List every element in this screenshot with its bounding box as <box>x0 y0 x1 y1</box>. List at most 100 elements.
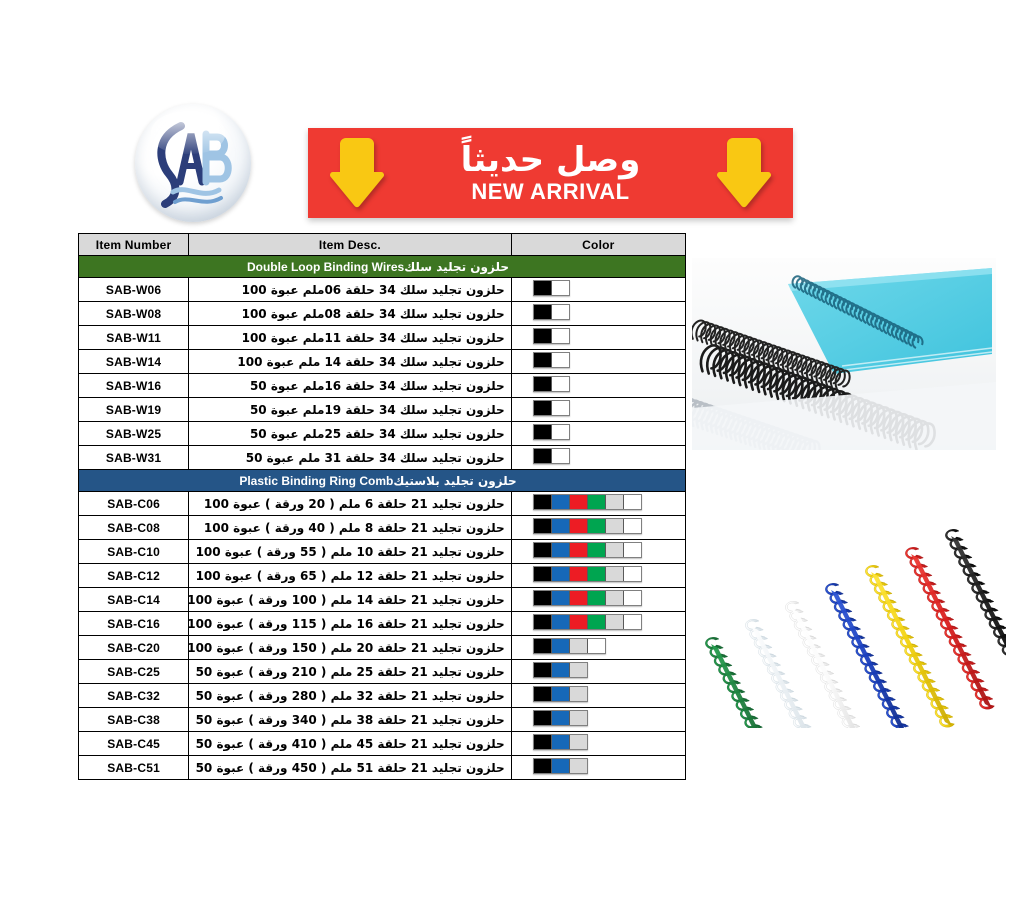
color-swatch <box>605 614 624 629</box>
logo-sphere <box>135 104 251 222</box>
color-swatch-group <box>532 685 588 702</box>
table-row[interactable]: SAB-C20 حلزون تجليد 21 حلقة 20 ملم ( 150 … <box>77 635 687 660</box>
table-row[interactable]: SAB-C32 حلزون تجليد 21 حلقة 32 ملم ( 280 … <box>77 683 687 708</box>
binding-wires-photo <box>692 258 996 450</box>
color-swatch <box>533 328 552 343</box>
cell-color-swatches <box>510 421 687 446</box>
color-swatch <box>587 542 606 557</box>
column-header-color: Color <box>510 233 687 256</box>
color-swatch <box>551 494 570 509</box>
color-swatch <box>533 686 552 701</box>
color-swatch <box>623 614 641 629</box>
color-swatch <box>533 614 552 629</box>
color-swatch <box>551 400 569 415</box>
cell-item-description: حلزون تجليد سلك 34 حلقة 25ملم عبوة 50 <box>188 421 512 446</box>
color-swatch <box>533 662 552 677</box>
color-swatch <box>569 590 588 605</box>
color-swatch <box>533 590 552 605</box>
table-row[interactable]: SAB-C06 حلزون تجليد 21 حلقة 6 ملم ( 20 ور… <box>77 491 687 516</box>
column-header-item-number: Item Number <box>77 233 190 256</box>
color-swatch <box>587 638 605 653</box>
cell-color-swatches <box>510 659 687 684</box>
color-swatch <box>533 758 552 773</box>
table-row[interactable]: SAB-C51 حلزون تجليد 21 حلقة 51 ملم ( 450 … <box>77 755 687 780</box>
color-swatch <box>569 542 588 557</box>
color-swatch <box>551 424 569 439</box>
color-swatch <box>569 662 587 677</box>
cell-item-description: حلزون تجليد 21 حلقة 6 ملم ( 20 ورقة ) عب… <box>188 491 512 516</box>
cell-item-description: حلزون تجليد سلك 34 حلقة 31 ملم عبوة 50 <box>188 445 512 470</box>
cell-item-description: حلزون تجليد 21 حلقة 16 ملم ( 115 ورقة ) … <box>187 611 512 636</box>
sab-logo <box>135 104 251 222</box>
table-row[interactable]: SAB-W11 حلزون تجليد سلك 34 حلقة 11ملم عبو… <box>77 325 687 350</box>
cell-color-swatches <box>510 731 687 756</box>
cell-item-description: حلزون تجليد سلك 34 حلقة 11ملم عبوة 100 <box>188 325 512 350</box>
table-row[interactable]: SAB-W19 حلزون تجليد سلك 34 حلقة 19ملم عبو… <box>77 397 687 422</box>
cell-item-number: SAB-W25 <box>77 421 190 446</box>
color-swatch <box>569 518 588 533</box>
table-row[interactable]: SAB-C45 حلزون تجليد 21 حلقة 45 ملم ( 410 … <box>77 731 687 756</box>
cell-color-swatches <box>510 349 687 374</box>
logo-artwork <box>157 122 232 208</box>
table-row[interactable]: SAB-C14 حلزون تجليد 21 حلقة 14 ملم ( 100 … <box>77 587 687 612</box>
section-header-row: Plastic Binding Ring Combحلزون تجليد بلا… <box>78 469 686 492</box>
cell-item-number: SAB-C25 <box>77 659 190 684</box>
table-row[interactable]: SAB-W25 حلزون تجليد سلك 34 حلقة 25ملم عبو… <box>77 421 687 446</box>
color-swatch <box>551 686 570 701</box>
color-swatch-group <box>532 399 570 416</box>
color-swatch-group <box>532 589 642 606</box>
plastic-combs-image <box>694 492 1006 728</box>
cell-color-swatches <box>510 587 687 612</box>
color-swatch <box>533 638 552 653</box>
table-row[interactable]: SAB-W08 حلزون تجليد سلك 34 حلقة 08ملم عبو… <box>77 301 687 326</box>
cell-item-number: SAB-C45 <box>77 731 190 756</box>
cell-item-number: SAB-C32 <box>77 683 190 708</box>
section-english-label: Plastic Binding Ring Comb <box>239 473 394 488</box>
color-swatch <box>533 494 552 509</box>
down-arrow-icon <box>717 138 771 208</box>
cell-color-swatches <box>510 707 687 732</box>
table-row[interactable]: SAB-C16 حلزون تجليد 21 حلقة 16 ملم ( 115 … <box>77 611 687 636</box>
banner-arabic-title: وصل حديثاً <box>460 140 641 180</box>
cell-color-swatches <box>510 277 687 302</box>
table-row[interactable]: SAB-W14 حلزون تجليد سلك 34 حلقة 14 ملم عب… <box>77 349 687 374</box>
section-header-double-loop-binding-wires: Double Loop Binding Wiresحلزون تجليد سلك <box>78 255 686 278</box>
cell-color-swatches <box>510 755 687 780</box>
binding-wires-image <box>692 258 996 450</box>
table-row[interactable]: SAB-C10 حلزون تجليد 21 حلقة 10 ملم ( 55 و… <box>77 539 687 564</box>
table-row[interactable]: SAB-C08 حلزون تجليد 21 حلقة 8 ملم ( 40 ور… <box>77 515 687 540</box>
color-swatch <box>605 590 624 605</box>
color-swatch <box>533 734 552 749</box>
table-row[interactable]: SAB-C38 حلزون تجليد 21 حلقة 38 ملم ( 340 … <box>77 707 687 732</box>
cell-item-number: SAB-W08 <box>77 301 190 326</box>
color-swatch <box>533 518 552 533</box>
table-row[interactable]: SAB-C12 حلزون تجليد 21 حلقة 12 ملم ( 65 و… <box>77 563 687 588</box>
color-swatch-group <box>532 517 642 534</box>
color-swatch <box>605 494 624 509</box>
cell-item-description: حلزون تجليد سلك 34 حلقة 19ملم عبوة 50 <box>188 397 512 422</box>
color-swatch <box>623 542 641 557</box>
table-row[interactable]: SAB-W06 حلزون تجليد سلك 34 حلقة 06ملم عبو… <box>77 277 687 302</box>
color-swatch-group <box>532 637 606 654</box>
cell-item-description: حلزون تجليد 21 حلقة 14 ملم ( 100 ورقة ) … <box>187 587 512 612</box>
new-arrival-banner: وصل حديثاً NEW ARRIVAL <box>308 128 793 218</box>
color-swatch-group <box>532 709 588 726</box>
color-swatch <box>551 662 570 677</box>
color-swatch <box>551 280 569 295</box>
color-swatch-group <box>532 351 570 368</box>
color-swatch-group <box>532 303 570 320</box>
color-swatch <box>551 518 570 533</box>
table-row[interactable]: SAB-C25 حلزون تجليد 21 حلقة 25 ملم ( 210 … <box>77 659 687 684</box>
cell-color-swatches <box>510 445 687 470</box>
cell-item-number: SAB-C06 <box>77 491 190 516</box>
color-swatch <box>605 566 624 581</box>
color-swatch-group <box>532 447 570 464</box>
table-header: Item Number Item Desc. Color <box>77 233 687 256</box>
color-swatch <box>623 566 641 581</box>
table-row[interactable]: SAB-W16 حلزون تجليد سلك 34 حلقة 16ملم عبو… <box>77 373 687 398</box>
color-swatch <box>533 424 552 439</box>
table-row[interactable]: SAB-W31 حلزون تجليد سلك 34 حلقة 31 ملم عب… <box>77 445 687 470</box>
color-swatch-group <box>532 733 588 750</box>
cell-item-description: حلزون تجليد 21 حلقة 20 ملم ( 150 ورقة ) … <box>187 635 512 660</box>
